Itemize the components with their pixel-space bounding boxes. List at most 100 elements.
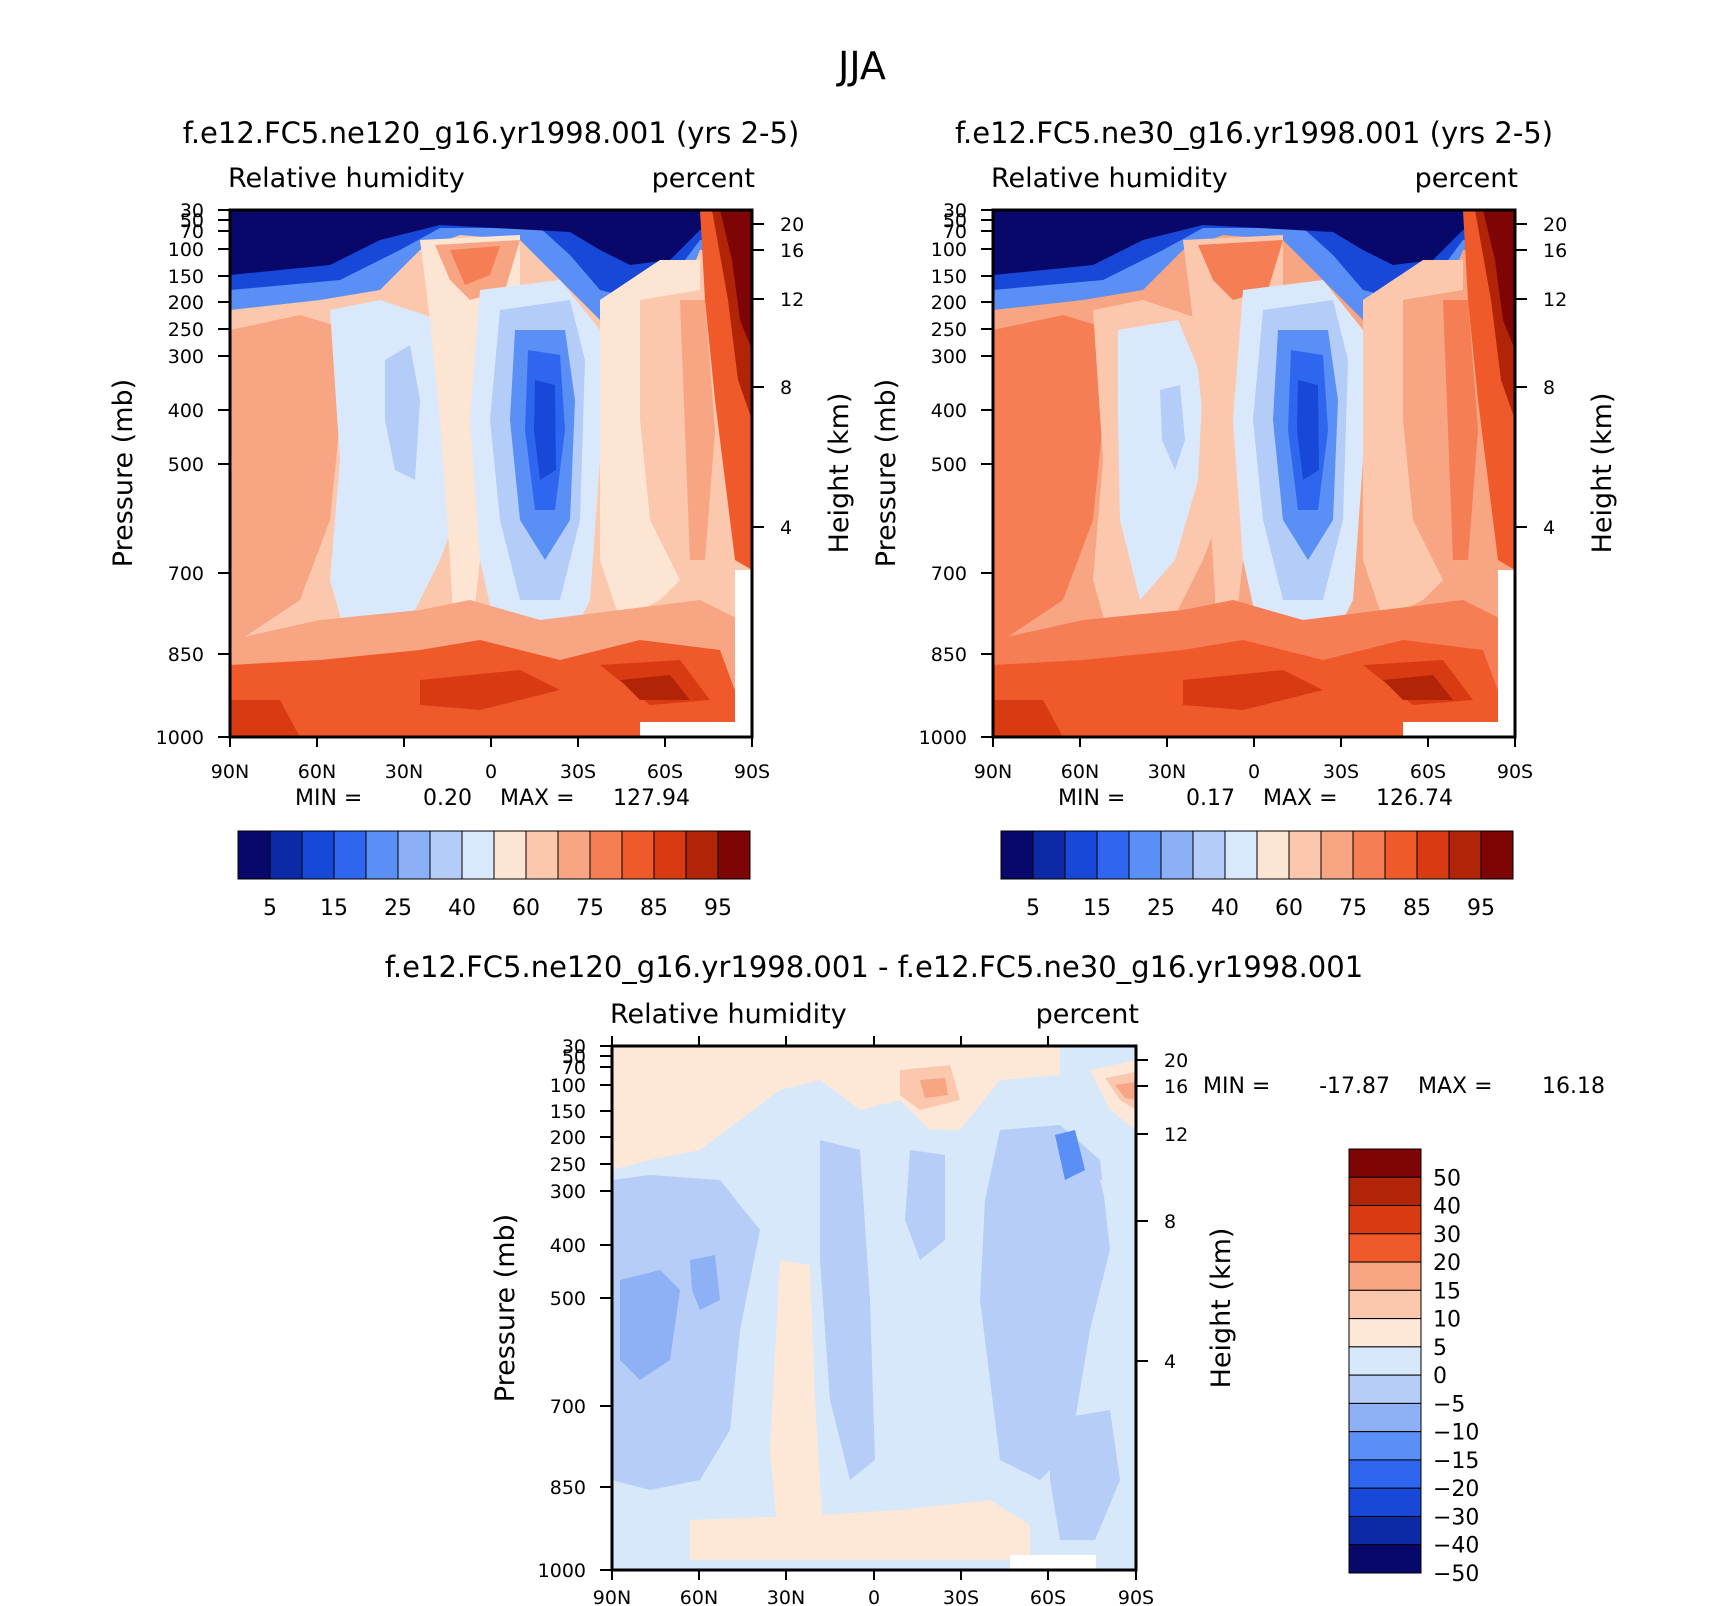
colorbar-label: −5	[1433, 1392, 1465, 1417]
min-value: 0.20	[423, 786, 472, 811]
colorbar-swatch	[365, 830, 399, 880]
field-label: Relative humidity	[610, 999, 847, 1030]
y-tick-label: 850	[168, 644, 204, 666]
colorbar-swatch	[1288, 830, 1322, 880]
x-tick-label: 60S	[647, 761, 683, 783]
y2-tick-label: 12	[1543, 289, 1567, 311]
y-tick-label: 700	[550, 1396, 586, 1418]
y-tick-label: 200	[168, 292, 204, 314]
x-tick-label: 0	[1248, 761, 1260, 783]
y-axis: 30 50 70 100 150 200 250 300 400 500 700…	[919, 200, 993, 749]
units-label: percent	[652, 163, 755, 194]
colorbar-swatch	[1348, 1289, 1422, 1320]
x-tick-label: 30S	[560, 761, 596, 783]
colorbar-swatch	[1064, 830, 1098, 880]
x-tick-label: 30S	[1323, 761, 1359, 783]
colorbar-label: 75	[1339, 896, 1367, 921]
colorbar-label: 50	[1433, 1166, 1461, 1191]
units-label: percent	[1415, 163, 1518, 194]
y2-axis-label: Height (km)	[824, 393, 855, 554]
max-label: MAX =	[1263, 786, 1338, 811]
colorbar-label: 60	[512, 896, 540, 921]
colorbar: 5 15 25 40 60 75 85 95	[237, 830, 751, 921]
colorbar-label: 15	[1433, 1279, 1461, 1304]
y-tick-label: 400	[550, 1235, 586, 1257]
y-tick-label: 150	[931, 266, 967, 288]
y2-tick-label: 16	[1543, 240, 1567, 262]
y2-axis-label: Height (km)	[1206, 1228, 1237, 1389]
x-axis: 90N 60N 30N 0 30S 60S 90S	[593, 1036, 1154, 1606]
colorbar-swatch	[1352, 830, 1386, 880]
y-tick-label: 70	[943, 221, 967, 243]
colorbar-label: 75	[576, 896, 604, 921]
y-tick-label: 70	[180, 221, 204, 243]
colorbar-swatch	[1348, 1346, 1422, 1376]
colorbar-label: 40	[448, 896, 476, 921]
y-tick-label: 250	[550, 1154, 586, 1176]
contour-field	[612, 1046, 1136, 1570]
x-tick-label: 60S	[1030, 1587, 1066, 1606]
x-tick-label: 0	[868, 1587, 880, 1606]
x-tick-label: 90S	[1118, 1587, 1154, 1606]
y2-tick-label: 8	[780, 377, 792, 399]
colorbar-swatch	[1348, 1148, 1422, 1178]
colorbar-label: −20	[1433, 1477, 1479, 1502]
panel-title: f.e12.FC5.ne120_g16.yr1998.001 (yrs 2-5)	[183, 116, 800, 150]
y-tick-label: 850	[931, 644, 967, 666]
colorbar-swatch	[589, 830, 623, 880]
colorbar-swatch	[1160, 830, 1194, 880]
y-tick-label: 700	[168, 563, 204, 585]
contour-field	[993, 210, 1515, 737]
colorbar-swatch	[557, 830, 591, 880]
min-max-readout: MIN = 0.20 MAX = 127.94	[295, 786, 690, 811]
colorbar-label: 95	[704, 896, 732, 921]
y-tick-label: 300	[168, 346, 204, 368]
y-tick-label: 400	[931, 400, 967, 422]
colorbar-label: 5	[1026, 896, 1040, 921]
y-tick-label: 700	[931, 563, 967, 585]
colorbar-label: −50	[1433, 1562, 1479, 1587]
min-label: MIN =	[1203, 1074, 1270, 1099]
contour-field	[230, 210, 752, 737]
max-value: 126.74	[1376, 786, 1453, 811]
y2-tick-label: 12	[780, 289, 804, 311]
y2-axis: 20 16 12 8 4	[752, 214, 804, 539]
max-label: MAX =	[1418, 1074, 1493, 1099]
y2-tick-label: 8	[1543, 377, 1555, 399]
colorbar-swatch	[653, 830, 687, 880]
colorbar-swatch	[1348, 1261, 1422, 1291]
colorbar-label: 20	[1433, 1251, 1461, 1276]
colorbar-label: 10	[1433, 1308, 1461, 1333]
colorbar-swatch	[1348, 1544, 1422, 1574]
min-label: MIN =	[1058, 786, 1125, 811]
colorbar-swatch	[333, 830, 367, 880]
colorbar-swatch	[397, 830, 431, 880]
colorbar-swatch	[269, 830, 303, 880]
colorbar-label: 15	[1083, 896, 1111, 921]
min-value: -17.87	[1319, 1074, 1390, 1099]
y-axis-label: Pressure (mb)	[490, 1214, 521, 1402]
colorbar-swatch	[1032, 830, 1066, 880]
y-tick-label: 400	[168, 400, 204, 422]
colorbar-swatch	[1348, 1176, 1422, 1207]
y-tick-label: 150	[550, 1101, 586, 1123]
y-tick-label: 500	[550, 1288, 586, 1310]
x-tick-label: 90N	[211, 761, 249, 783]
y-tick-label: 300	[931, 346, 967, 368]
colorbar-label: 85	[640, 896, 668, 921]
colorbar-swatch	[493, 830, 527, 880]
max-label: MAX =	[500, 786, 575, 811]
y-tick-label: 1000	[919, 727, 967, 749]
y-tick-label: 50	[943, 210, 967, 232]
colorbar-swatch	[1348, 1318, 1422, 1348]
min-value: 0.17	[1186, 786, 1235, 811]
y2-tick-label: 4	[780, 517, 792, 539]
y-tick-label: 30	[562, 1036, 586, 1058]
colorbar-label: 30	[1433, 1223, 1461, 1248]
colorbar-label: 0	[1433, 1364, 1447, 1389]
y-tick-label: 250	[168, 319, 204, 341]
units-label: percent	[1036, 999, 1139, 1030]
max-value: 127.94	[613, 786, 690, 811]
